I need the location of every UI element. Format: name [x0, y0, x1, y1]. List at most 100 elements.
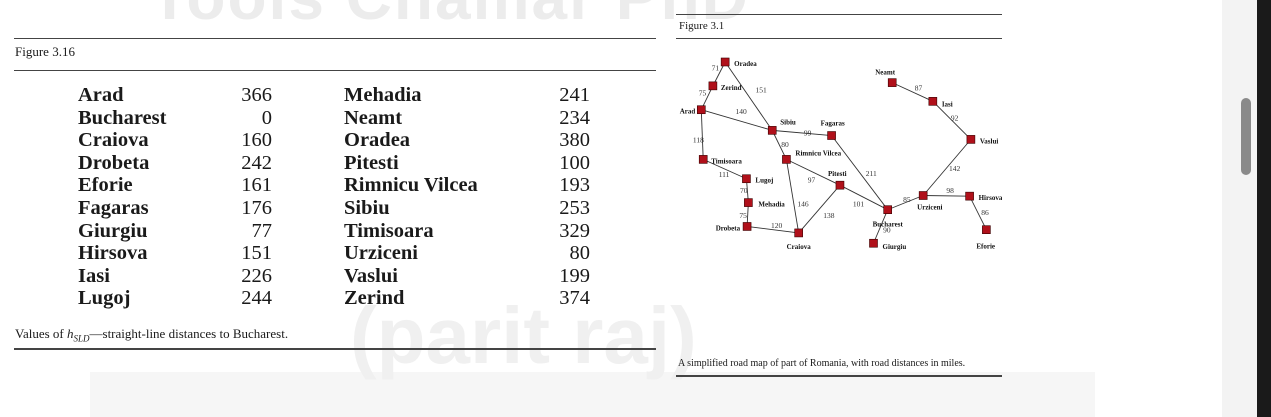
- column-gap: [272, 197, 344, 220]
- top-rule: [14, 38, 656, 39]
- distance-value: 366: [241, 84, 272, 106]
- city-name: Lugoj: [78, 287, 131, 310]
- table-row: Hirsova 151 Urziceni 80: [78, 242, 590, 265]
- window-edge: [1257, 0, 1271, 417]
- city-name-label: Eforie: [976, 243, 995, 251]
- road-distance-label: 142: [949, 164, 961, 173]
- distance-value: 151: [241, 242, 272, 265]
- road-distance-label: 98: [946, 186, 954, 195]
- city-node-giurgiu: [869, 238, 878, 248]
- distance-value: 161: [241, 174, 272, 197]
- road-distance-label: 120: [771, 221, 783, 230]
- caption-subscript: SLD: [73, 333, 90, 344]
- figure-label: Figure 3.1: [679, 20, 725, 32]
- road-distance-label: 80: [781, 140, 789, 149]
- column-gap: [272, 129, 344, 152]
- city-name: Drobeta: [78, 151, 150, 174]
- table-row: Arad 366 Mehadia 241: [78, 84, 590, 107]
- caption-h: h: [67, 326, 74, 341]
- city-name: Eforie: [78, 174, 133, 197]
- city-name: Sibiu: [344, 196, 390, 219]
- column-gap: [272, 107, 344, 130]
- road-distance-label: 138: [823, 211, 835, 220]
- caption-suffix: —straight-line distances to Bucharest.: [89, 326, 289, 341]
- city-name-label: Sibiu: [780, 118, 796, 126]
- table-row: Fagaras 176 Sibiu 253: [78, 197, 590, 220]
- city-name-label: Fagaras: [821, 120, 845, 128]
- city-name: Iasi: [78, 264, 110, 287]
- table-row: Bucharest 0 Neamt 234: [78, 107, 590, 130]
- city-name: Vaslui: [344, 264, 398, 287]
- city-name: Oradea: [344, 129, 411, 152]
- table-row: Eforie 161 Rimnicu Vilcea 193: [78, 174, 590, 197]
- road-drobeta-craiova: [747, 226, 799, 234]
- bottom-rule: [14, 348, 656, 350]
- road-distance-label: 146: [797, 199, 809, 208]
- city-node-iasi: [928, 97, 938, 106]
- city-name-label: Neamt: [875, 69, 895, 77]
- scrollbar-track[interactable]: [1222, 0, 1257, 417]
- column-gap: [272, 174, 344, 197]
- table-row: Drobeta 242 Pitesti 100: [78, 152, 590, 175]
- road-oradea-sibiu: [724, 61, 773, 131]
- distance-value: 253: [559, 196, 590, 219]
- distance-value: 380: [559, 129, 590, 152]
- city-name-label: Urziceni: [917, 204, 942, 212]
- road-urziceni-hirsova: [923, 195, 970, 197]
- city-name-label: Craiova: [787, 243, 812, 251]
- figure-caption: A simplified road map of part of Romania…: [678, 358, 966, 369]
- distance-value: 199: [559, 264, 590, 287]
- road-distance-label: 75: [699, 89, 707, 98]
- column-gap: [272, 242, 344, 265]
- city-node-bucharest: [883, 205, 892, 214]
- caption-prefix: Values of: [15, 326, 67, 341]
- city-name: Craiova: [78, 129, 149, 152]
- city-name-label: Bucharest: [873, 221, 904, 229]
- city-name-label: Zerind: [721, 84, 742, 92]
- city-node-urziceni: [918, 191, 928, 200]
- distance-value: 329: [559, 219, 590, 242]
- road-timisoara-lugoj: [703, 158, 747, 180]
- distance-value: 241: [559, 84, 590, 106]
- road-distance-label: 140: [735, 107, 747, 116]
- road-distance-label: 99: [804, 129, 812, 138]
- table-row: Lugoj 244 Zerind 374: [78, 287, 590, 310]
- column-gap: [272, 84, 344, 107]
- figure-3-1: Figure 3.1 71 75 151 140 118 111 70 75 120 99 80 97…: [676, 14, 1002, 380]
- distance-value: 77: [251, 219, 273, 242]
- city-node-mehadia: [744, 198, 753, 207]
- city-name-label: Rimnicu Vilcea: [795, 149, 841, 157]
- city-node-hirsova: [965, 191, 974, 201]
- road-distance-label: 75: [739, 211, 747, 220]
- city-name: Neamt: [344, 106, 403, 129]
- city-name: Pitesti: [344, 151, 399, 174]
- road-vaslui-iasi: [932, 101, 972, 140]
- distance-value: 242: [241, 151, 272, 174]
- distance-value: 80: [569, 242, 591, 265]
- road-arad-timisoara: [700, 109, 704, 160]
- distance-value: 244: [241, 287, 272, 310]
- city-name-label: Iasi: [942, 100, 953, 108]
- road-sibiu-fagaras: [772, 129, 832, 136]
- table-row: Craiova 160 Oradea 380: [78, 129, 590, 152]
- road-distance-label: 97: [808, 176, 816, 185]
- city-node-arad: [696, 105, 706, 115]
- distance-value: 160: [241, 129, 272, 152]
- distance-value: 0: [261, 106, 272, 129]
- city-name: Bucharest: [78, 106, 167, 129]
- column-gap: [272, 287, 344, 310]
- city-node-neamt: [887, 78, 897, 87]
- distance-table: Arad 366 Mehadia 241 Bucharest 0 Neamt 234 Craio…: [78, 84, 590, 310]
- road-rimnicu-pitesti: [786, 158, 841, 186]
- romania-road-map: 71 75 151 140 118 111 70 75 120 99 80 97 146 138 211 10…: [680, 57, 1002, 251]
- scrollbar-thumb[interactable]: [1241, 98, 1251, 175]
- road-distance-label: 70: [740, 186, 748, 195]
- road-distance-label: 151: [755, 85, 767, 94]
- city-name: Timisoara: [344, 219, 434, 242]
- distance-value: 226: [241, 264, 272, 287]
- city-name: Rimnicu Vilcea: [344, 174, 478, 197]
- column-gap: [272, 220, 344, 243]
- city-name: Urziceni: [344, 242, 418, 265]
- road-fagaras-bucharest: [831, 135, 889, 210]
- road-pitesti-bucharest: [839, 184, 888, 211]
